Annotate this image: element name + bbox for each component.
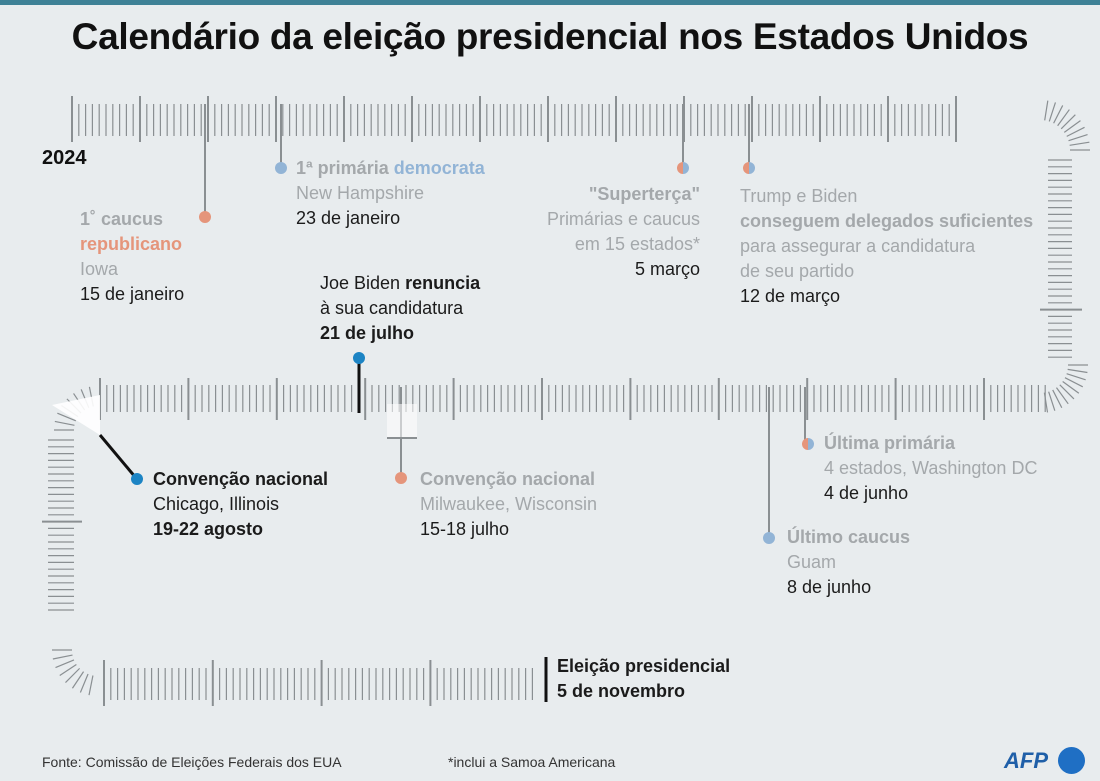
dot-conv-rep: [395, 472, 407, 484]
dot-last-caucus: [763, 532, 775, 544]
track-tick: [1062, 380, 1080, 394]
event-conv-rep: Convenção nacional Milwaukee, Wisconsin …: [420, 469, 598, 539]
track-tick: [1059, 384, 1075, 400]
track-tick: [55, 659, 75, 669]
track-tick: [1048, 102, 1057, 122]
track-tick: [1066, 126, 1085, 137]
event-biden: Joe Biden renuncia à sua candidatura 21 …: [320, 273, 481, 343]
track-tick: [57, 412, 77, 422]
dot-superterca: [677, 162, 689, 174]
track-tick: [71, 671, 85, 689]
afp-logo: AFP: [1004, 748, 1048, 773]
track-tick: [1067, 368, 1088, 374]
dot-caucus-rep: [199, 211, 211, 223]
track-tick: [1048, 391, 1056, 411]
conv-rep-highlight: [387, 404, 417, 438]
track-tick: [59, 663, 77, 677]
event-caucus-rep: 1˚ caucus republicano Iowa 15 de janeiro: [80, 209, 185, 304]
year-label: 2024: [42, 147, 87, 169]
track-tick: [1066, 373, 1086, 381]
dot-biden: [353, 352, 365, 364]
track-tick: [88, 675, 94, 696]
track-tick: [65, 667, 81, 683]
track-tick: [1044, 100, 1049, 121]
event-nh: 1ª primária democrata New Hampshire 23 d…: [296, 158, 485, 228]
afp-logo-dot: [1058, 747, 1085, 774]
track-tick: [1057, 109, 1070, 127]
event-delegates: Trump e Biden conseguem delegados sufici…: [740, 186, 1034, 306]
footer-source: Fonte: Comissão de Eleições Federais dos…: [42, 754, 342, 770]
dot-nh: [275, 162, 287, 174]
timeline-ticks: [42, 96, 1090, 706]
event-conv-dem: Convenção nacional Chicago, Illinois 19-…: [153, 469, 329, 539]
stem-conv-dem: [98, 434, 138, 479]
track-tick: [1068, 133, 1088, 142]
track-tick: [79, 673, 89, 693]
top-accent-bar: [0, 0, 1100, 5]
dot-delegates: [743, 162, 755, 174]
track-tick: [1064, 377, 1084, 388]
track-tick: [1060, 114, 1076, 130]
track-tick: [1063, 120, 1081, 133]
event-last-primary: Última primária 4 estados, Washington DC…: [824, 433, 1038, 503]
event-election: Eleição presidencial 5 de novembro: [557, 656, 731, 701]
footer-note: *inclui a Samoa Americana: [448, 754, 616, 770]
event-last-caucus: Último caucus Guam 8 de junho: [787, 527, 911, 597]
dot-last-primary: [802, 438, 814, 450]
page-title: Calendário da eleição presidencial nos E…: [71, 16, 1029, 57]
track-tick: [1052, 389, 1063, 409]
track-tick: [52, 654, 73, 660]
conv-dem-highlight: [52, 395, 100, 435]
track-tick: [54, 420, 75, 426]
track-tick: [1053, 105, 1064, 124]
track-tick: [1069, 141, 1090, 146]
dot-conv-dem: [131, 473, 143, 485]
track-tick: [1055, 387, 1069, 405]
event-superterca: "Superterça" Primárias e caucus em 15 es…: [546, 184, 700, 279]
